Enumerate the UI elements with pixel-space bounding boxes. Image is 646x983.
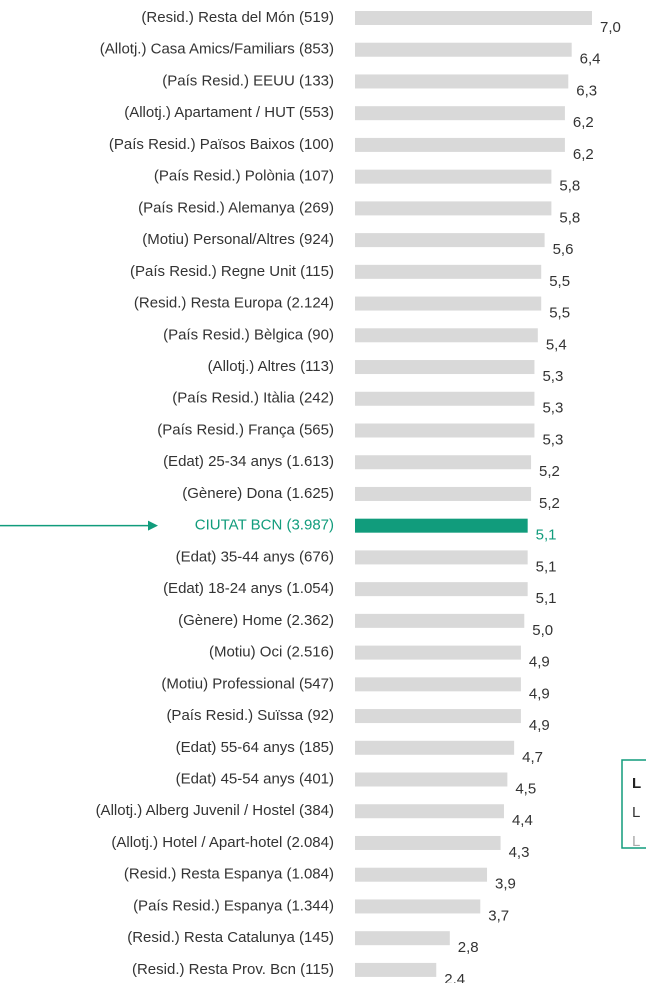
arrow-head <box>148 520 158 531</box>
value-label: 6,3 <box>576 82 597 99</box>
value-label: 5,3 <box>542 431 563 448</box>
bar <box>355 106 565 121</box>
value-label: 5,1 <box>536 558 557 575</box>
bar <box>355 645 521 660</box>
bar <box>355 582 528 597</box>
bar <box>355 74 569 89</box>
value-label: 5,2 <box>539 495 560 512</box>
category-label: (Gènere) Dona (1.625) <box>182 485 334 502</box>
value-label: 4,9 <box>529 654 550 671</box>
value-label: 4,7 <box>522 749 543 766</box>
category-label: (Allotj.) Altres (113) <box>208 358 334 375</box>
category-label: (Motiu) Oci (2.516) <box>209 644 334 661</box>
value-label: 4,9 <box>529 717 550 734</box>
category-label: (País Resid.) EEUU (133) <box>162 72 334 89</box>
category-label: (Resid.) Resta del Món (519) <box>141 9 334 26</box>
category-label: (País Resid.) Polònia (107) <box>154 168 334 185</box>
category-label: (Edat) 35-44 anys (676) <box>176 548 334 565</box>
category-label: (País Resid.) França (565) <box>157 421 334 438</box>
bar <box>355 677 521 692</box>
bar <box>355 360 535 375</box>
legend-line: L <box>632 775 641 792</box>
bar <box>355 899 481 914</box>
category-label: (País Resid.) Bèlgica (90) <box>163 326 334 343</box>
category-label: (Resid.) Resta Catalunya (145) <box>127 929 334 946</box>
value-label: 3,9 <box>495 876 516 893</box>
category-label: (País Resid.) Països Baixos (100) <box>109 136 334 153</box>
value-label: 4,3 <box>509 844 530 861</box>
legend-line: L <box>632 833 640 850</box>
bar <box>355 264 542 279</box>
bar <box>355 804 504 819</box>
bar <box>355 962 437 977</box>
value-label: 5,0 <box>532 622 553 639</box>
category-label: (Allotj.) Alberg Juvenil / Hostel (384) <box>96 802 334 819</box>
value-label: 2,8 <box>458 939 479 956</box>
bar <box>355 931 450 946</box>
category-label: (Motiu) Professional (547) <box>161 675 334 692</box>
value-label: 7,0 <box>600 19 621 36</box>
bar <box>355 455 532 470</box>
bar <box>355 137 565 152</box>
category-label: (Motiu) Personal/Altres (924) <box>142 231 334 248</box>
value-label: 5,2 <box>539 463 560 480</box>
value-label: 5,3 <box>542 400 563 417</box>
bar <box>355 296 542 311</box>
bar <box>355 550 528 565</box>
category-label: (País Resid.) Alemanya (269) <box>138 199 334 216</box>
value-label: 5,3 <box>542 368 563 385</box>
category-label: (Edat) 18-24 anys (1.054) <box>163 580 334 597</box>
bar <box>355 740 515 755</box>
category-label: (País Resid.) Regne Unit (115) <box>130 263 334 280</box>
category-label: (Resid.) Resta Prov. Bcn (115) <box>132 961 334 978</box>
category-label: (Gènere) Home (2.362) <box>178 612 334 629</box>
category-label: (Allotj.) Casa Amics/Familiars (853) <box>100 41 334 58</box>
category-label: (País Resid.) Espanya (1.344) <box>133 897 334 914</box>
category-label: (Allotj.) Hotel / Apart-hotel (2.084) <box>111 834 334 851</box>
category-label: (Resid.) Resta Espanya (1.084) <box>124 866 334 883</box>
value-label: 5,5 <box>549 273 570 290</box>
value-label: 5,1 <box>536 527 557 544</box>
bar <box>355 391 535 406</box>
bar <box>355 486 532 501</box>
value-label: 4,4 <box>512 812 533 829</box>
category-label: (País Resid.) Itàlia (242) <box>172 390 334 407</box>
category-label: (Edat) 45-54 anys (401) <box>176 770 334 787</box>
bar <box>355 233 545 248</box>
value-label: 2,4 <box>444 971 465 983</box>
bar <box>355 328 538 343</box>
bar <box>355 201 552 216</box>
bar <box>355 709 521 724</box>
value-label: 5,8 <box>559 178 580 195</box>
category-label: (Edat) 25-34 anys (1.613) <box>163 453 334 470</box>
category-label: (Allotj.) Apartament / HUT (553) <box>124 104 334 121</box>
bar <box>355 867 488 882</box>
category-label: (País Resid.) Suïssa (92) <box>166 707 334 724</box>
category-label: CIUTAT BCN (3.987) <box>195 517 334 534</box>
bar <box>355 835 501 850</box>
value-label: 5,1 <box>536 590 557 607</box>
legend-box <box>621 759 646 849</box>
bar <box>355 772 508 787</box>
value-label: 6,2 <box>573 146 594 163</box>
category-label: (Edat) 55-64 anys (185) <box>176 739 334 756</box>
bar <box>355 42 572 57</box>
value-label: 5,6 <box>553 241 574 258</box>
bar <box>355 518 528 533</box>
value-label: 5,4 <box>546 336 567 353</box>
bar <box>355 423 535 438</box>
category-label: (Resid.) Resta Europa (2.124) <box>134 295 334 312</box>
value-label: 3,7 <box>488 907 509 924</box>
bar <box>355 613 525 628</box>
bar <box>355 169 552 184</box>
value-label: 5,5 <box>549 305 570 322</box>
value-label: 6,4 <box>580 51 601 68</box>
legend-line: L <box>632 804 640 821</box>
value-label: 4,9 <box>529 685 550 702</box>
bar <box>355 11 592 25</box>
value-label: 4,5 <box>515 780 536 797</box>
value-label: 6,2 <box>573 114 594 131</box>
value-label: 5,8 <box>559 209 580 226</box>
